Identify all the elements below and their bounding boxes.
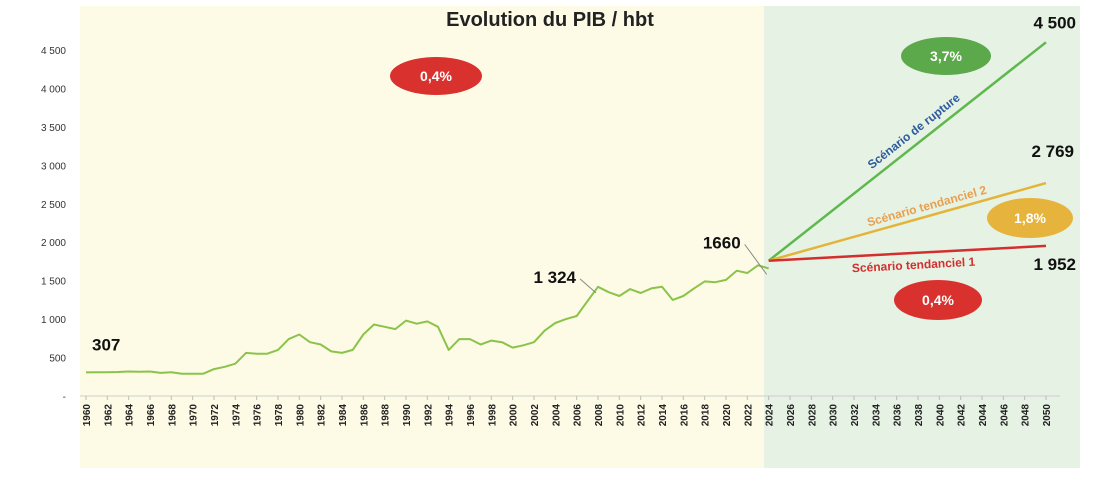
y-tick-label: 2 000 bbox=[41, 238, 66, 249]
x-tick-label: 2016 bbox=[679, 404, 690, 427]
x-tick-label: 1994 bbox=[445, 404, 456, 427]
x-tick-label: 1988 bbox=[381, 404, 392, 427]
value-annotation: 307 bbox=[92, 335, 120, 354]
y-tick-label: 1 000 bbox=[41, 315, 66, 326]
tendanciel1-line bbox=[768, 244, 1047, 262]
x-tick-label: 2030 bbox=[829, 404, 840, 427]
x-tick-label: 1962 bbox=[103, 404, 114, 427]
series-group bbox=[85, 41, 1047, 375]
chart-title: Evolution du PIB / hbt bbox=[446, 9, 654, 31]
x-tick-label: 1980 bbox=[295, 404, 306, 427]
x-tick-label: 2008 bbox=[594, 404, 605, 427]
x-tick-label: 2040 bbox=[935, 404, 946, 427]
x-tick-label: 2032 bbox=[850, 404, 861, 427]
growth-badge bbox=[390, 57, 482, 95]
growth-badge-text: 0,4% bbox=[420, 68, 452, 84]
x-tick-label: 1990 bbox=[402, 404, 413, 427]
y-axis: - 500 1 000 1 500 2 000 2 500 3 000 3 500 4 000 4… bbox=[41, 46, 66, 403]
x-tick-label: 2014 bbox=[658, 404, 669, 427]
x-tick-label: 1966 bbox=[146, 404, 157, 427]
x-tick-label: 2022 bbox=[743, 404, 754, 427]
x-tick-label: 1984 bbox=[338, 404, 349, 427]
x-tick-label: 2004 bbox=[551, 404, 562, 427]
x-tick-label: 2012 bbox=[637, 404, 648, 427]
x-tick-label: 2036 bbox=[893, 404, 904, 427]
x-tick-label: 2006 bbox=[573, 404, 584, 427]
y-tick-label: 3 500 bbox=[41, 123, 66, 134]
x-tick-label: 2034 bbox=[871, 404, 882, 427]
x-tick-label: 1998 bbox=[487, 404, 498, 427]
value-annotation: 4 500 bbox=[1033, 13, 1076, 32]
y-tick-label: 4 500 bbox=[41, 46, 66, 57]
y-tick-label: 500 bbox=[49, 354, 66, 365]
tendanciel2-line bbox=[768, 181, 1047, 262]
tendanciel1-series-label: Scénario tendanciel 1 bbox=[852, 255, 976, 276]
x-tick-label: 1974 bbox=[231, 404, 242, 427]
historical-line bbox=[85, 264, 769, 375]
x-tick-label: 1986 bbox=[359, 404, 370, 427]
x-tick-label: 1968 bbox=[167, 404, 178, 427]
x-tick-label: 1978 bbox=[274, 404, 285, 427]
x-tick-label: 2044 bbox=[978, 404, 989, 427]
x-tick-label: 1982 bbox=[317, 404, 328, 427]
rupture-line bbox=[767, 41, 1047, 262]
x-tick-label: 2010 bbox=[615, 404, 626, 427]
growth-badge-text: 1,8% bbox=[1014, 210, 1046, 226]
growth-badge bbox=[894, 280, 982, 320]
x-tick-label: 2000 bbox=[509, 404, 520, 427]
x-tick-label: 1960 bbox=[82, 404, 93, 427]
value-annotation: 1660 bbox=[703, 233, 741, 252]
y-tick-label: 1 500 bbox=[41, 277, 66, 288]
value-annotation: 2 769 bbox=[1031, 142, 1074, 161]
x-tick-label: 1972 bbox=[210, 404, 221, 427]
x-tick-label: 2024 bbox=[765, 404, 776, 427]
growth-badge bbox=[987, 198, 1073, 238]
x-tick-label: 2038 bbox=[914, 404, 925, 427]
growth-badge bbox=[901, 37, 991, 75]
x-tick-label: 2018 bbox=[701, 404, 712, 427]
x-tick-label: 2002 bbox=[530, 404, 541, 427]
y-tick-label: 2 500 bbox=[41, 200, 66, 211]
growth-badge-text: 3,7% bbox=[930, 48, 962, 64]
x-tick-label: 2020 bbox=[722, 404, 733, 427]
x-axis: 1960 1962 1964 1966 1968 1970 1972 1974 1976 1978… bbox=[82, 396, 1053, 426]
y-tick-label: 4 000 bbox=[41, 84, 66, 95]
x-tick-label: 1992 bbox=[423, 404, 434, 427]
value-annotation: 1 324 bbox=[533, 268, 576, 287]
x-tick-label: 2042 bbox=[957, 404, 968, 427]
annotation-leader bbox=[579, 278, 597, 294]
x-tick-label: 2028 bbox=[807, 404, 818, 427]
x-tick-label: 1976 bbox=[253, 404, 264, 427]
y-tick-label: - bbox=[63, 392, 66, 403]
x-tick-label: 1964 bbox=[125, 404, 136, 427]
value-annotation: 1 952 bbox=[1033, 255, 1076, 274]
x-tick-label: 2046 bbox=[999, 404, 1010, 427]
x-tick-label: 2050 bbox=[1042, 404, 1053, 427]
x-tick-label: 1970 bbox=[189, 404, 200, 427]
annotation-leader bbox=[744, 244, 768, 275]
x-tick-label: 1996 bbox=[466, 404, 477, 427]
y-tick-label: 3 000 bbox=[41, 161, 66, 172]
x-tick-label: 2026 bbox=[786, 404, 797, 427]
x-tick-label: 2048 bbox=[1021, 404, 1032, 427]
growth-badge-text: 0,4% bbox=[922, 292, 954, 308]
